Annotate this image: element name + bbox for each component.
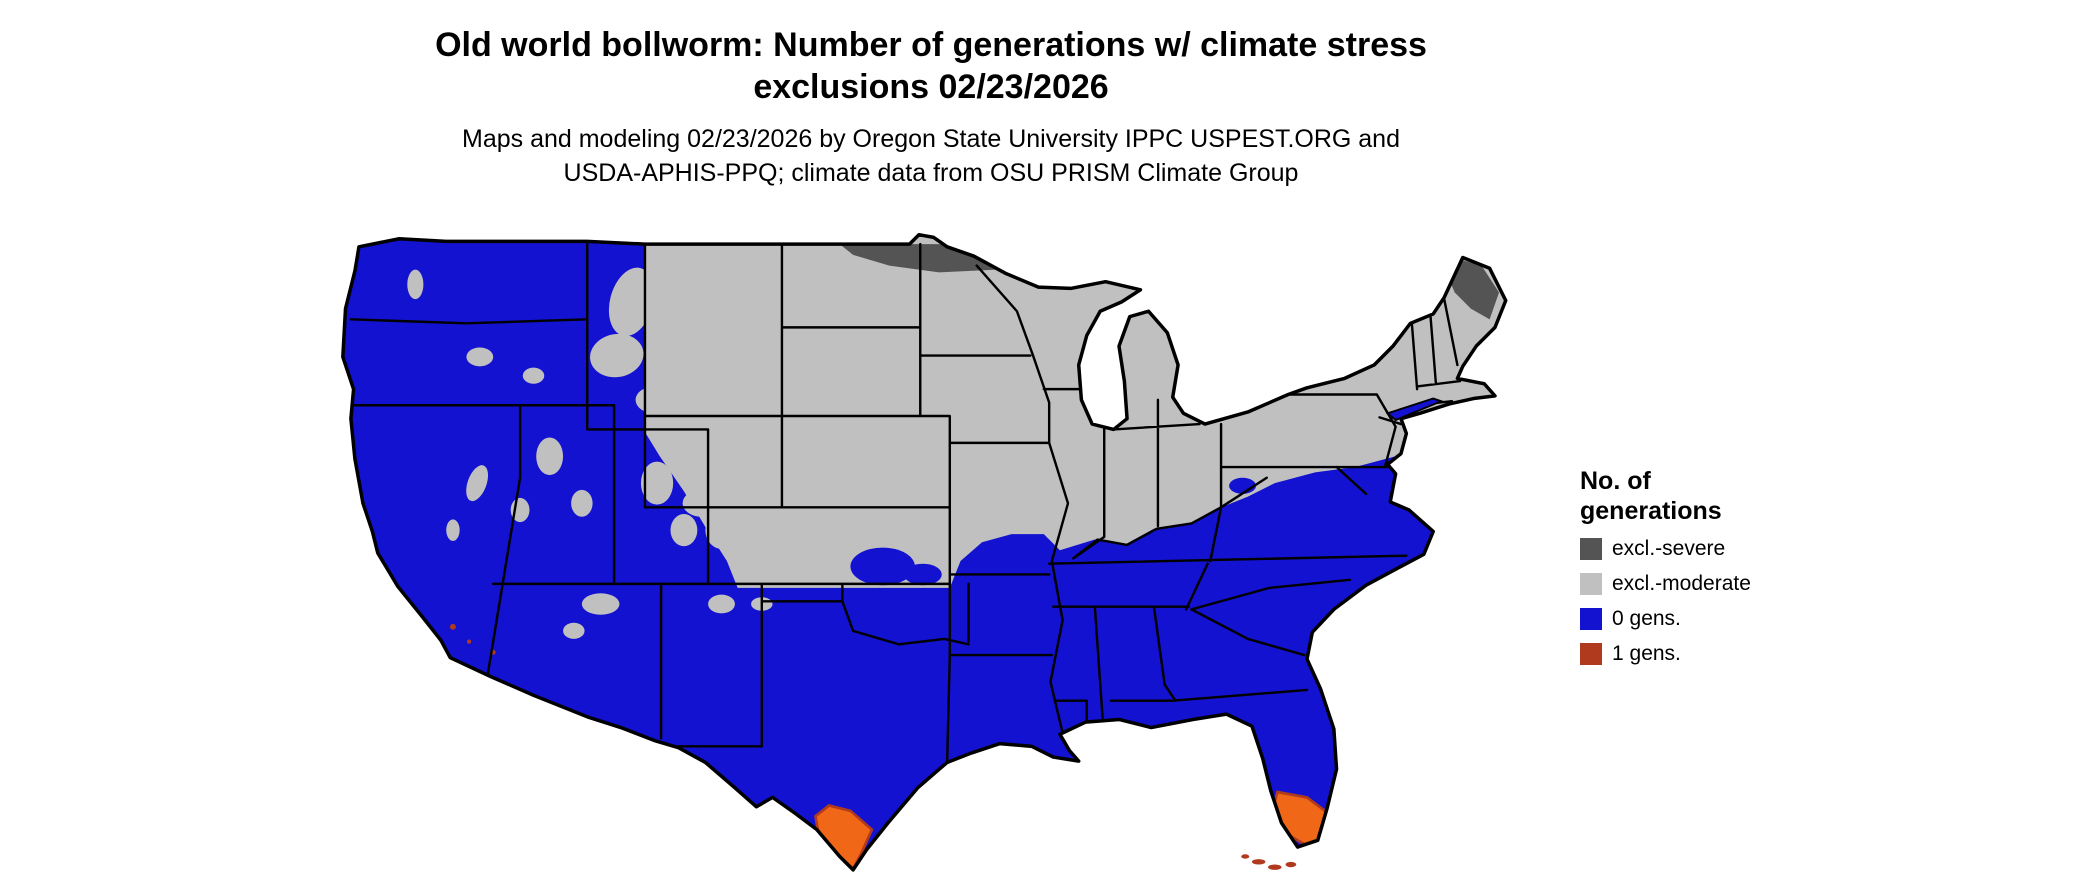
long-island bbox=[1385, 397, 1444, 422]
legend-swatch-0-gens bbox=[1580, 608, 1602, 630]
page-title-line1: Old world bollworm: Number of generation… bbox=[435, 26, 1427, 64]
legend-label-1-gens: 1 gens. bbox=[1612, 642, 1681, 665]
region-0-gens-patch bbox=[1229, 477, 1256, 494]
page-subtitle-line1: Maps and modeling 02/23/2026 by Oregon S… bbox=[462, 125, 1400, 153]
legend-swatch-excl-severe bbox=[1580, 538, 1602, 560]
page-title: Old world bollworm: Number of generation… bbox=[0, 24, 1862, 108]
legend-swatch-1-gens bbox=[1580, 643, 1602, 665]
state-borders bbox=[349, 240, 1462, 764]
legend-item-excl-moderate: excl.-moderate bbox=[1580, 571, 1860, 597]
legend-title-line2: generations bbox=[1580, 497, 1722, 525]
legend-label-excl-severe: excl.-severe bbox=[1612, 537, 1726, 560]
legend-title: No. of generations bbox=[1580, 466, 1860, 526]
map-fill-layers bbox=[342, 234, 1506, 870]
legend-title-line1: No. of bbox=[1580, 467, 1651, 495]
country-outline bbox=[341, 232, 1508, 872]
page-subtitle-line2: USDA-APHIS-PPQ; climate data from OSU PR… bbox=[563, 159, 1299, 187]
region-0-gens-patch bbox=[850, 547, 915, 586]
us-map-svg bbox=[341, 232, 1508, 872]
legend-label-excl-moderate: excl.-moderate bbox=[1612, 572, 1751, 595]
legend-item-1-gens: 1 gens. bbox=[1580, 641, 1860, 667]
legend: No. of generations excl.-severe excl.-mo… bbox=[1580, 466, 1860, 676]
region-0-gens-patch bbox=[904, 563, 942, 586]
legend-swatch-excl-moderate bbox=[1580, 573, 1602, 595]
us-map bbox=[318, 228, 1544, 886]
legend-label-0-gens: 0 gens. bbox=[1612, 607, 1681, 630]
region-excl-moderate-patches bbox=[407, 267, 773, 639]
legend-item-0-gens: 0 gens. bbox=[1580, 606, 1860, 632]
page-subtitle: Maps and modeling 02/23/2026 by Oregon S… bbox=[0, 122, 1862, 190]
florida-keys bbox=[1241, 854, 1297, 870]
legend-item-excl-severe: excl.-severe bbox=[1580, 536, 1860, 562]
page-title-line2: exclusions 02/23/2026 bbox=[753, 68, 1109, 106]
